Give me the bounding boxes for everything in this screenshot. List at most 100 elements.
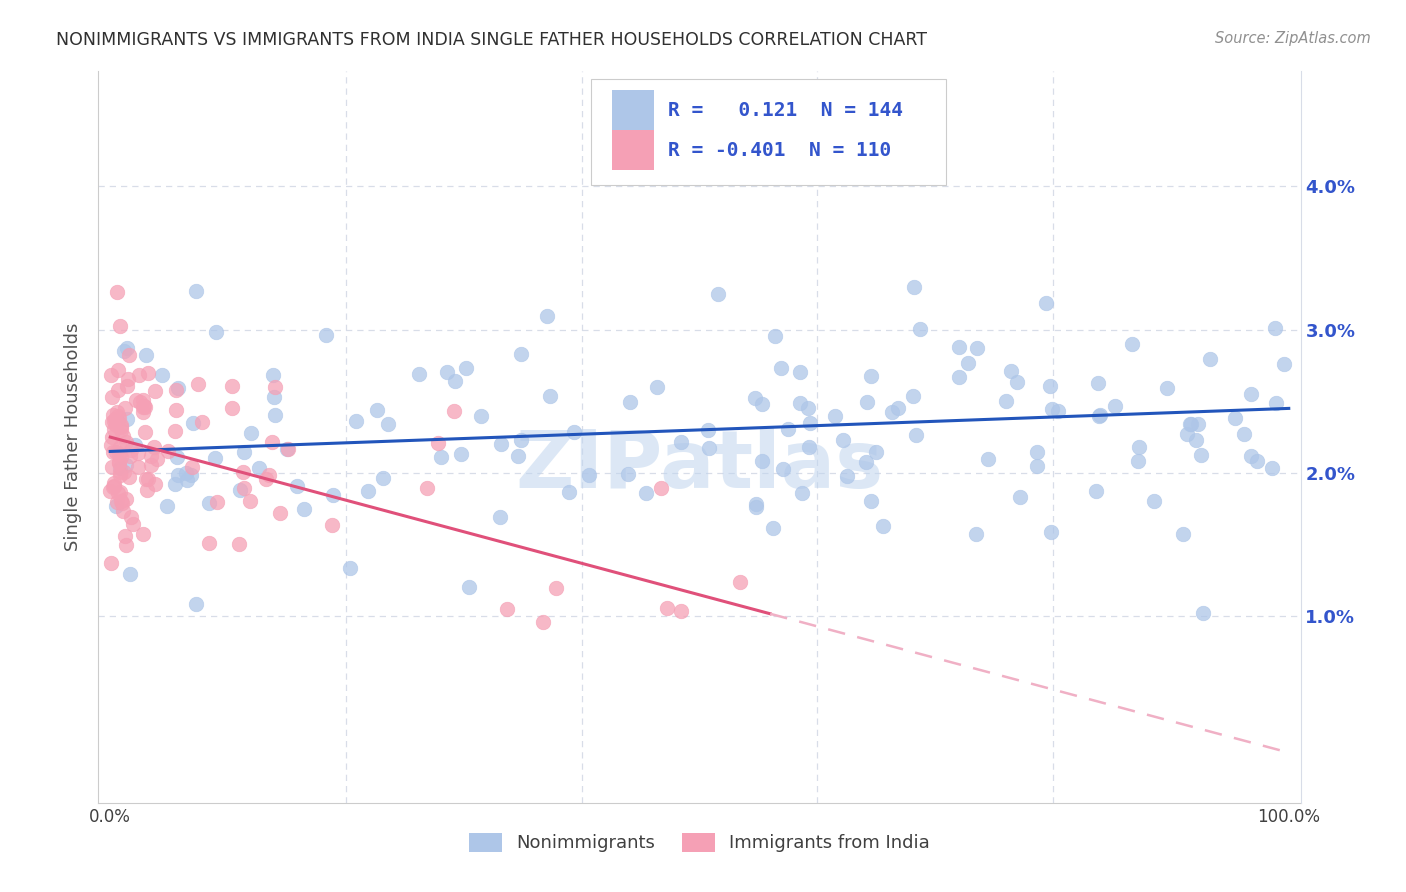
Point — [263, 408, 285, 422]
Point — [789, 396, 811, 410]
Point — [110, 468, 132, 483]
Point — [1272, 357, 1295, 371]
Point — [882, 405, 904, 419]
Point — [277, 442, 299, 457]
Point — [533, 615, 555, 629]
Point — [239, 426, 262, 441]
Point — [510, 347, 533, 361]
Point — [165, 476, 187, 491]
Point — [1010, 490, 1032, 504]
Point — [117, 469, 139, 483]
Point — [132, 392, 155, 407]
Point — [231, 465, 253, 479]
Point — [110, 418, 132, 433]
Point — [546, 582, 568, 596]
Point — [120, 567, 142, 582]
Point — [1264, 321, 1286, 335]
Point — [1104, 399, 1126, 413]
Point — [229, 483, 252, 497]
Point — [957, 356, 980, 370]
Point — [100, 438, 122, 452]
Point — [1128, 440, 1150, 454]
Y-axis label: Single Father Households: Single Father Households — [65, 323, 83, 551]
Point — [100, 460, 122, 475]
Point — [166, 381, 188, 395]
Point — [285, 479, 308, 493]
Point — [763, 329, 786, 343]
Point — [357, 483, 380, 498]
Point — [134, 425, 156, 439]
Point — [166, 450, 188, 464]
Point — [948, 369, 970, 384]
Point — [1087, 409, 1109, 424]
Point — [1261, 461, 1284, 475]
Point — [657, 601, 679, 615]
Point — [669, 434, 692, 449]
Point — [1156, 381, 1178, 395]
Point — [617, 467, 640, 481]
Point — [728, 574, 751, 589]
Point — [107, 486, 129, 500]
Text: R = -0.401  N = 110: R = -0.401 N = 110 — [668, 141, 891, 160]
Point — [751, 397, 773, 411]
Point — [174, 466, 197, 480]
Point — [205, 325, 228, 339]
Point — [903, 280, 925, 294]
Point — [103, 479, 125, 493]
Point — [115, 379, 138, 393]
Point — [128, 368, 150, 382]
Point — [107, 384, 129, 398]
Point — [186, 598, 208, 612]
Point — [373, 471, 395, 485]
Point — [104, 445, 127, 459]
Point — [772, 461, 794, 475]
Point — [1085, 484, 1108, 499]
Point — [470, 409, 492, 423]
Point — [221, 378, 243, 392]
Point — [129, 394, 152, 409]
Point — [157, 443, 180, 458]
Point — [458, 581, 481, 595]
Point — [135, 472, 157, 486]
Point — [110, 494, 132, 508]
Point — [837, 468, 859, 483]
Point — [103, 414, 125, 428]
Point — [859, 494, 882, 508]
Point — [107, 363, 129, 377]
Point — [120, 450, 142, 464]
Point — [269, 506, 291, 520]
Legend: Nonimmigrants, Immigrants from India: Nonimmigrants, Immigrants from India — [463, 826, 936, 860]
Point — [1199, 352, 1222, 367]
Point — [127, 446, 149, 460]
Point — [187, 377, 209, 392]
Point — [100, 415, 122, 429]
Point — [136, 483, 159, 497]
Point — [110, 419, 132, 434]
Point — [454, 361, 477, 376]
Point — [132, 527, 155, 541]
Text: NONIMMIGRANTS VS IMMIGRANTS FROM INDIA SINGLE FATHER HOUSEHOLDS CORRELATION CHAR: NONIMMIGRANTS VS IMMIGRANTS FROM INDIA S… — [56, 31, 927, 49]
Point — [292, 502, 315, 516]
Point — [100, 368, 122, 382]
Point — [111, 428, 134, 442]
Point — [263, 390, 285, 404]
Point — [416, 481, 439, 495]
Point — [105, 285, 128, 299]
Point — [249, 461, 271, 475]
Point — [204, 451, 226, 466]
Point — [262, 368, 284, 383]
Point — [1000, 364, 1022, 378]
Point — [139, 449, 162, 463]
Point — [110, 441, 132, 455]
FancyBboxPatch shape — [612, 90, 654, 130]
Point — [908, 322, 931, 336]
Point — [108, 485, 131, 500]
Point — [101, 430, 124, 444]
Point — [792, 485, 814, 500]
Point — [856, 394, 879, 409]
Point — [264, 380, 287, 394]
Point — [104, 412, 127, 426]
Point — [797, 401, 820, 416]
Point — [1189, 448, 1212, 462]
Point — [697, 441, 720, 455]
